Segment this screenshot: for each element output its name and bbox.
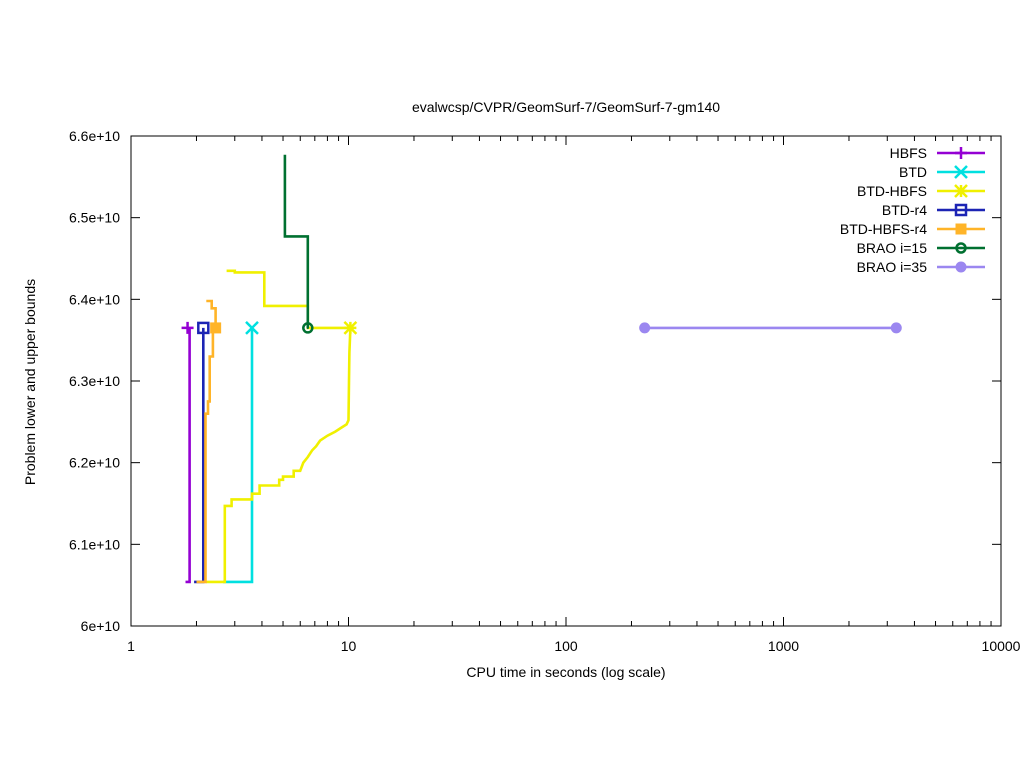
y-tick-label: 6.1e+10: [69, 536, 120, 552]
series-brao-i-35: [639, 322, 902, 334]
data-point-btd-hbfs-shape: [343, 321, 358, 335]
series-line-btd-lower: [223, 327, 254, 584]
legend-label: HBFS: [890, 145, 927, 161]
legend-swatch-marker-shape: [955, 223, 967, 235]
legend-swatch-marker-shape: [955, 261, 967, 273]
y-tick-label: 6e+10: [81, 618, 121, 634]
data-point-btd: [245, 321, 259, 335]
data-point-brao-i-15-shape: [302, 322, 314, 334]
y-tick-label: 6.3e+10: [69, 373, 120, 389]
legend-item-btd-r4: BTD-r4: [882, 202, 985, 218]
chart-title: evalwcsp/CVPR/GeomSurf-7/GeomSurf-7-gm14…: [412, 99, 720, 115]
legend-label: BRAO i=35: [857, 259, 928, 275]
legend-item-btd-hbfs: BTD-HBFS: [857, 183, 985, 199]
series-line-btd-hbfs-upper: [226, 269, 351, 330]
data-point-btd-hbfs: [343, 321, 358, 335]
series-line-brao-i-15-upper: [283, 154, 310, 328]
legend-item-btd: BTD: [899, 164, 985, 180]
legend-swatch-marker-shape: [954, 184, 968, 198]
legend-label: BTD: [899, 164, 927, 180]
legend-label: BTD-HBFS: [857, 183, 927, 199]
data-point-brao-i-15-dot: [306, 326, 310, 330]
legend-label: BTD-HBFS-r4: [840, 221, 927, 237]
legend-swatch-marker-shape: [954, 203, 968, 217]
series-line-btd-r4-lower: [194, 327, 205, 584]
y-tick-label: 6.6e+10: [69, 128, 120, 144]
legend-swatch-marker-shape: [954, 165, 968, 179]
plot-area: [181, 154, 902, 584]
legend-swatch-marker-shape: [955, 147, 967, 159]
data-point-btd-r4: [197, 321, 210, 335]
data-point-btd-r4-shape: [197, 321, 210, 335]
legend-swatch-marker-dot: [959, 246, 963, 250]
y-tick-label: 6.4e+10: [69, 291, 120, 307]
legend-item-btd-hbfs-r4: BTD-HBFS-r4: [840, 221, 985, 237]
y-axis-label: Problem lower and upper bounds: [22, 279, 38, 485]
series-line-hbfs-lower: [185, 327, 191, 584]
series-brao-i-15: [283, 154, 314, 334]
plot-frame: [130, 135, 1002, 627]
series-btd-hbfs-r4: [196, 299, 222, 584]
legend-swatch-marker: [955, 261, 967, 273]
legend-swatch-marker-shape: [955, 242, 967, 254]
x-axis-label: CPU time in seconds (log scale): [466, 664, 665, 680]
data-point-btd-hbfs-r4: [210, 322, 222, 334]
series-line-btd-hbfs-r4-lower: [196, 326, 216, 584]
data-point-hbfs-shape: [181, 321, 194, 334]
legend-swatch-marker: [955, 147, 967, 159]
legend-item-brao-i-15: BRAO i=15: [857, 240, 985, 256]
legend-swatch-marker: [955, 223, 967, 235]
data-point-brao-i-35-shape: [639, 322, 651, 334]
legend-swatch-marker: [954, 184, 968, 198]
data-point-btd-hbfs-r4-shape: [210, 322, 222, 334]
data-point-brao-i-15: [302, 322, 314, 334]
data-point-brao-i-35: [639, 322, 651, 334]
legend-item-brao-i-35: BRAO i=35: [857, 259, 985, 275]
series-line-btd-hbfs-lower: [205, 327, 352, 584]
legend: HBFS BTD BTD-HBFS BTD-r4 BTD-HBFS-r4 BRAO i=1…: [840, 145, 985, 275]
legend-label: BTD-r4: [882, 202, 927, 218]
x-tick-label: 1000: [768, 638, 799, 654]
y-tick-label: 6.5e+10: [69, 210, 120, 226]
series-line-btd-hbfs-r4-upper: [206, 299, 217, 328]
legend-swatch-marker: [954, 203, 968, 217]
x-tick-label: 1: [127, 638, 135, 654]
legend-swatch-marker: [954, 165, 968, 179]
x-tick-label: 10: [341, 638, 357, 654]
series-btd-hbfs: [205, 269, 358, 584]
x-tick-label: 100: [554, 638, 578, 654]
series-hbfs: [181, 321, 194, 584]
data-point-brao-i-35: [890, 322, 902, 334]
data-point-hbfs: [181, 321, 194, 334]
series-btd: [223, 321, 259, 584]
axis-ticks: 1 10 100 1000 10000 6e+10 6.1e+10 6.2e+10 6.3e+1…: [69, 128, 1021, 654]
y-tick-label: 6.2e+10: [69, 455, 120, 471]
x-tick-label: 10000: [982, 638, 1021, 654]
legend-item-hbfs: HBFS: [890, 145, 985, 161]
legend-label: BRAO i=15: [857, 240, 928, 256]
data-point-btd-shape: [245, 321, 259, 335]
legend-swatch-marker: [955, 242, 967, 254]
data-point-brao-i-35-shape: [890, 322, 902, 334]
